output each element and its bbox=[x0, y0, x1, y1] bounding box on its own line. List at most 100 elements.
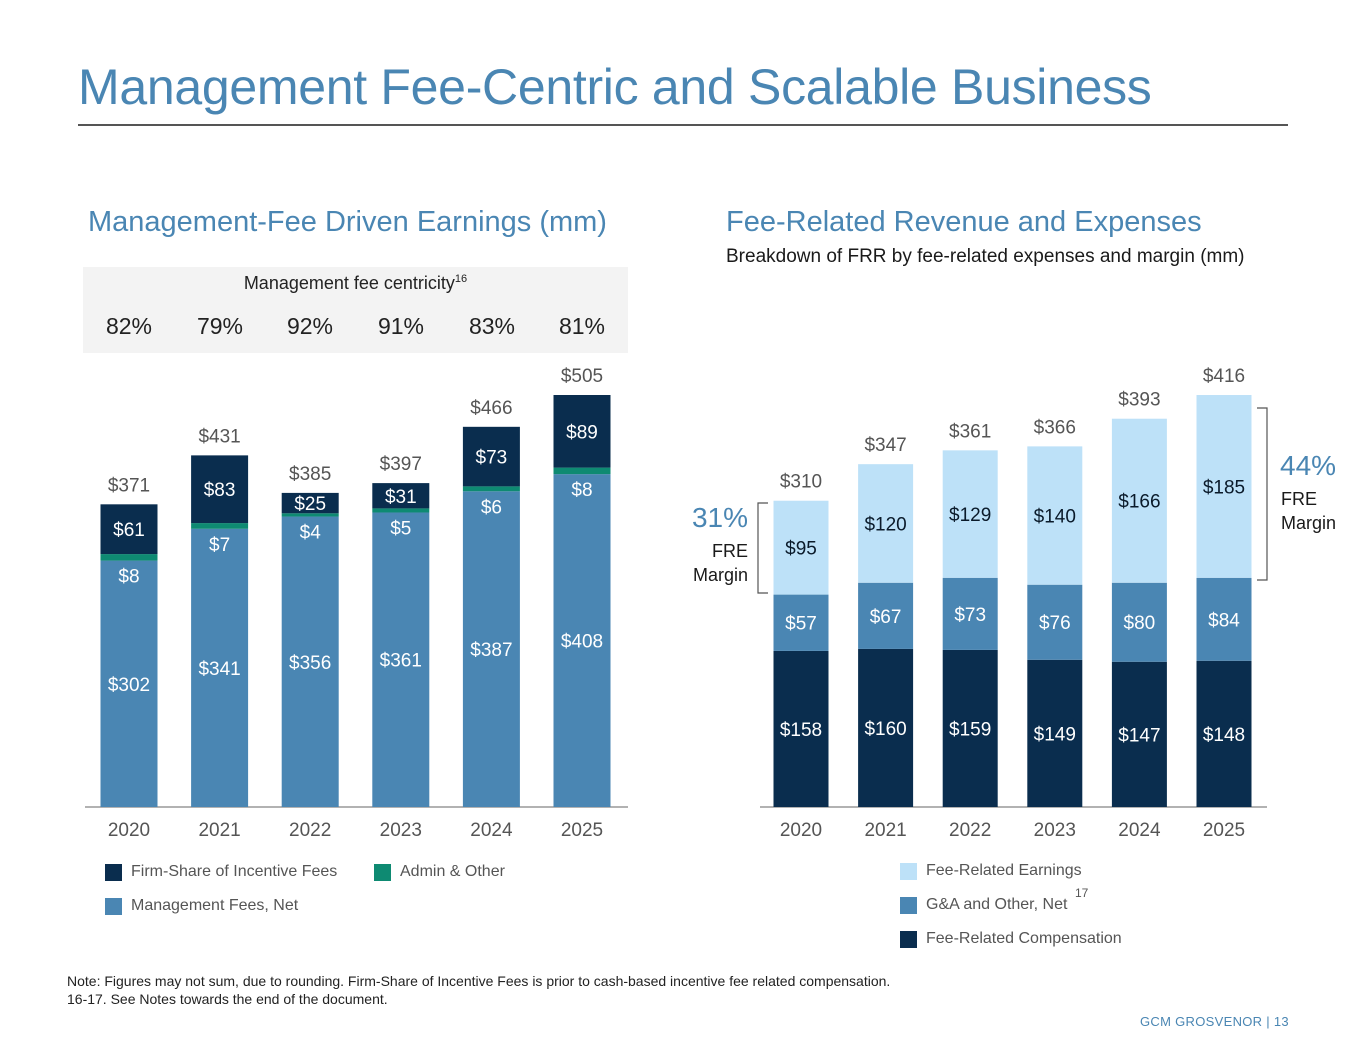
total-label: $397 bbox=[380, 454, 422, 475]
right-margin-bracket bbox=[1257, 407, 1268, 581]
data-label: $67 bbox=[870, 607, 902, 628]
data-label: $95 bbox=[785, 539, 817, 560]
bar-segment bbox=[858, 464, 914, 583]
data-label: $73 bbox=[476, 448, 508, 469]
data-label: $158 bbox=[780, 720, 822, 741]
legend-footnote: 17 bbox=[1075, 886, 1089, 900]
left-stacked-bar-chart: $302 $8 $61 $371 2020 $341 $7 $83 $431 2021 $356 $4… bbox=[85, 366, 628, 841]
centricity-value: 82% bbox=[105, 313, 153, 339]
left-margin-bracket bbox=[757, 502, 768, 594]
data-label: $147 bbox=[1118, 725, 1160, 746]
x-tick-label: 2023 bbox=[380, 820, 422, 841]
bar-segment bbox=[553, 467, 611, 475]
legend-label: Firm-Share of Incentive Fees bbox=[131, 863, 338, 880]
legend-swatch bbox=[105, 897, 122, 915]
data-label: $8 bbox=[118, 567, 139, 588]
bar-segment bbox=[191, 528, 249, 807]
x-tick-label: 2021 bbox=[864, 820, 906, 841]
right-margin-pct: 44% bbox=[1280, 450, 1336, 481]
bar-segment bbox=[773, 594, 829, 651]
right-margin-label: FRE bbox=[1281, 489, 1317, 509]
centricity-value: 81% bbox=[558, 313, 606, 339]
x-tick-label: 2022 bbox=[289, 820, 331, 841]
page-footer: GCM GROSVENOR | 13 bbox=[1140, 1014, 1289, 1029]
data-label: $25 bbox=[294, 494, 326, 515]
total-label: $431 bbox=[198, 426, 240, 447]
legend-label: Admin & Other bbox=[400, 863, 505, 880]
note-line: 16-17. See Notes towards the end of the … bbox=[67, 991, 388, 1007]
x-tick-label: 2025 bbox=[1203, 820, 1245, 841]
data-label: $31 bbox=[385, 487, 417, 508]
centricity-panel: Management fee centricity16 82% 79% 92% … bbox=[83, 267, 628, 353]
x-tick-label: 2023 bbox=[1034, 820, 1076, 841]
data-label: $83 bbox=[204, 480, 236, 501]
data-label: $356 bbox=[289, 653, 331, 674]
total-label: $416 bbox=[1203, 366, 1245, 387]
bar-segment bbox=[942, 577, 998, 650]
data-label: $57 bbox=[785, 614, 817, 635]
bar-segment bbox=[372, 512, 430, 807]
right-chart-description: Breakdown of FRR by fee-related expenses… bbox=[726, 246, 1245, 267]
x-tick-label: 2022 bbox=[949, 820, 991, 841]
left-margin-pct: 31% bbox=[692, 502, 748, 533]
x-tick-label: 2021 bbox=[198, 820, 240, 841]
total-label: $366 bbox=[1034, 417, 1076, 438]
right-chart-title: Fee-Related Revenue and Expenses bbox=[726, 206, 1202, 238]
left-chart-title: Management-Fee Driven Earnings (mm) bbox=[88, 206, 607, 238]
data-label: $80 bbox=[1124, 613, 1156, 634]
legend-fre: Fee-Related Earnings bbox=[900, 862, 1082, 880]
data-label: $160 bbox=[864, 719, 906, 740]
legend-label: Fee-Related Compensation bbox=[926, 930, 1122, 947]
data-label: $129 bbox=[949, 505, 991, 526]
legend-label: Fee-Related Earnings bbox=[926, 862, 1082, 879]
x-tick-label: 2025 bbox=[561, 820, 603, 841]
bar-segment bbox=[462, 491, 520, 807]
bar-segment bbox=[281, 513, 339, 517]
bar-segment bbox=[100, 504, 158, 555]
legend-swatch bbox=[900, 862, 917, 880]
total-label: $393 bbox=[1118, 390, 1160, 411]
legend-mgmt-fees: Management Fees, Net bbox=[105, 897, 298, 915]
footnote: Note: Figures may not sum, due to roundi… bbox=[67, 972, 890, 1008]
data-label: $120 bbox=[864, 514, 906, 535]
x-tick-label: 2020 bbox=[108, 820, 150, 841]
centricity-footnote: 16 bbox=[454, 273, 468, 285]
data-label: $89 bbox=[566, 422, 598, 443]
bar-segment bbox=[858, 582, 914, 649]
total-label: $385 bbox=[289, 464, 331, 485]
bar-segment bbox=[858, 648, 914, 807]
total-label: $371 bbox=[108, 475, 150, 496]
legend-admin: Admin & Other bbox=[374, 863, 505, 881]
data-label: $148 bbox=[1203, 725, 1245, 746]
fre-margin-annotations: 31% FRE Margin 44% FRE Margin bbox=[692, 407, 1336, 594]
bar-segment bbox=[1111, 661, 1167, 807]
data-label: $166 bbox=[1118, 492, 1160, 513]
note-line: Note: Figures may not sum, due to roundi… bbox=[67, 973, 891, 989]
total-label: $347 bbox=[864, 435, 906, 456]
data-label: $4 bbox=[300, 523, 322, 544]
total-label: $361 bbox=[949, 421, 991, 442]
bar-segment bbox=[372, 508, 430, 513]
x-tick-label: 2020 bbox=[780, 820, 822, 841]
data-label: $387 bbox=[470, 640, 512, 661]
bar-segment bbox=[553, 395, 611, 468]
bar-segment bbox=[773, 650, 829, 807]
bar-segment bbox=[462, 486, 520, 492]
data-label: $149 bbox=[1034, 724, 1076, 745]
bar-segment bbox=[1027, 446, 1083, 585]
left-margin-label: Margin bbox=[693, 565, 748, 585]
centricity-label: Management fee centricity16 bbox=[243, 273, 468, 293]
bar-segment bbox=[191, 523, 249, 529]
data-label: $185 bbox=[1203, 477, 1245, 498]
total-label: $466 bbox=[470, 398, 512, 419]
bar-segment bbox=[942, 649, 998, 807]
legend-comp: Fee-Related Compensation bbox=[900, 930, 1122, 948]
data-label: $361 bbox=[380, 651, 422, 672]
bar-segment bbox=[100, 560, 158, 807]
bar-segment bbox=[191, 455, 249, 524]
bar-segment bbox=[281, 492, 339, 514]
total-label: $310 bbox=[780, 472, 822, 493]
legend-label: G&A and Other, Net bbox=[926, 896, 1068, 913]
bar-segment bbox=[553, 474, 611, 807]
page-title: Management Fee-Centric and Scalable Busi… bbox=[78, 59, 1152, 115]
